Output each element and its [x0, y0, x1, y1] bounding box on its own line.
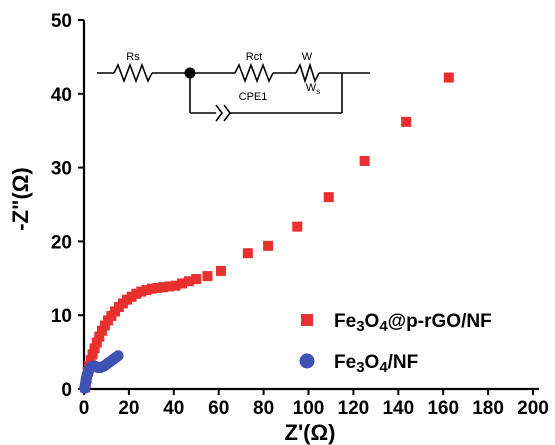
data-point-circle — [112, 350, 124, 362]
y-tick-label: 0 — [61, 380, 72, 401]
warburg-element-symbol — [295, 62, 320, 84]
data-point-square — [146, 283, 157, 294]
data-point-square — [401, 116, 412, 127]
data-point-square — [136, 286, 147, 297]
data-point-square — [158, 282, 169, 293]
cpe-symbol — [223, 104, 231, 122]
legend-label-fe3o4-nf: Fe3O4/NF — [334, 352, 418, 376]
data-point-square — [96, 325, 107, 336]
y-tick-label: 30 — [51, 159, 72, 180]
x-tick-label: 80 — [253, 398, 274, 419]
y-ticks: 0 10 20 30 40 50 — [51, 11, 84, 401]
legend-marker-square — [301, 314, 313, 326]
y-axis-title: -Z"(Ω) — [8, 167, 33, 231]
legend-label-fe3o4-prgo-nf: Fe3O4@p-rGO/NF — [334, 311, 492, 335]
series-layer — [79, 72, 454, 394]
x-tick-label: 140 — [382, 398, 414, 419]
data-point-square — [85, 355, 96, 366]
x-tick-label: 40 — [163, 398, 184, 419]
cpe-label: CPE1 — [239, 91, 268, 103]
data-point-square — [164, 281, 175, 292]
data-point-square — [87, 349, 98, 360]
data-point-square — [170, 280, 181, 291]
data-point-square — [183, 276, 194, 287]
data-point-square — [152, 282, 163, 293]
x-tick-label: 60 — [208, 398, 229, 419]
x-tick-label: 180 — [472, 398, 504, 419]
data-point-square — [91, 337, 102, 348]
series-1 — [79, 350, 124, 394]
y-tick-label: 50 — [51, 11, 72, 32]
x-tick-label: 100 — [293, 398, 325, 419]
x-ticks: 0 20 40 60 80 100 120 140 160 180 200 — [79, 389, 549, 419]
x-tick-label: 200 — [517, 398, 549, 419]
legend: Fe3O4@p-rGO/NF Fe3O4/NF — [299, 311, 492, 376]
y-tick-label: 40 — [51, 85, 72, 106]
data-point-square — [141, 285, 152, 296]
data-point-square — [323, 192, 334, 203]
rct-resistor-symbol — [234, 62, 274, 84]
data-point-square — [89, 343, 100, 354]
ws-label-sub: s — [316, 87, 320, 96]
x-tick-label: 0 — [79, 398, 90, 419]
data-point-square — [99, 320, 110, 331]
data-point-square — [94, 331, 105, 342]
data-point-square — [242, 248, 253, 259]
cpe-symbol — [215, 104, 223, 122]
data-point-square — [359, 155, 370, 166]
y-tick-label: 10 — [51, 306, 72, 327]
data-point-square — [191, 274, 202, 285]
data-point-square — [177, 278, 188, 289]
x-axis-title: Z'(Ω) — [285, 420, 336, 445]
data-point-square — [215, 265, 226, 276]
rct-label: Rct — [246, 51, 263, 63]
data-point-square — [292, 221, 303, 232]
data-point-square — [202, 271, 213, 282]
w-label: W — [302, 51, 313, 63]
rs-label: Rs — [126, 51, 140, 63]
y-tick-label: 20 — [51, 232, 72, 253]
data-point-square — [263, 240, 274, 251]
x-tick-label: 160 — [427, 398, 459, 419]
equivalent-circuit-diagram — [97, 62, 370, 122]
x-tick-label: 20 — [118, 398, 139, 419]
axes: 0 20 40 60 80 100 120 140 160 180 200 0 10 20 30 40 50 — [51, 11, 549, 419]
series-0 — [80, 72, 454, 393]
x-tick-label: 120 — [338, 398, 370, 419]
ws-label-main: W — [306, 82, 317, 94]
data-point-square — [443, 72, 454, 83]
legend-marker-circle — [299, 353, 315, 369]
ws-label: Ws — [306, 82, 320, 96]
circuit-node-dot — [184, 67, 196, 79]
rs-resistor-symbol — [113, 62, 153, 84]
